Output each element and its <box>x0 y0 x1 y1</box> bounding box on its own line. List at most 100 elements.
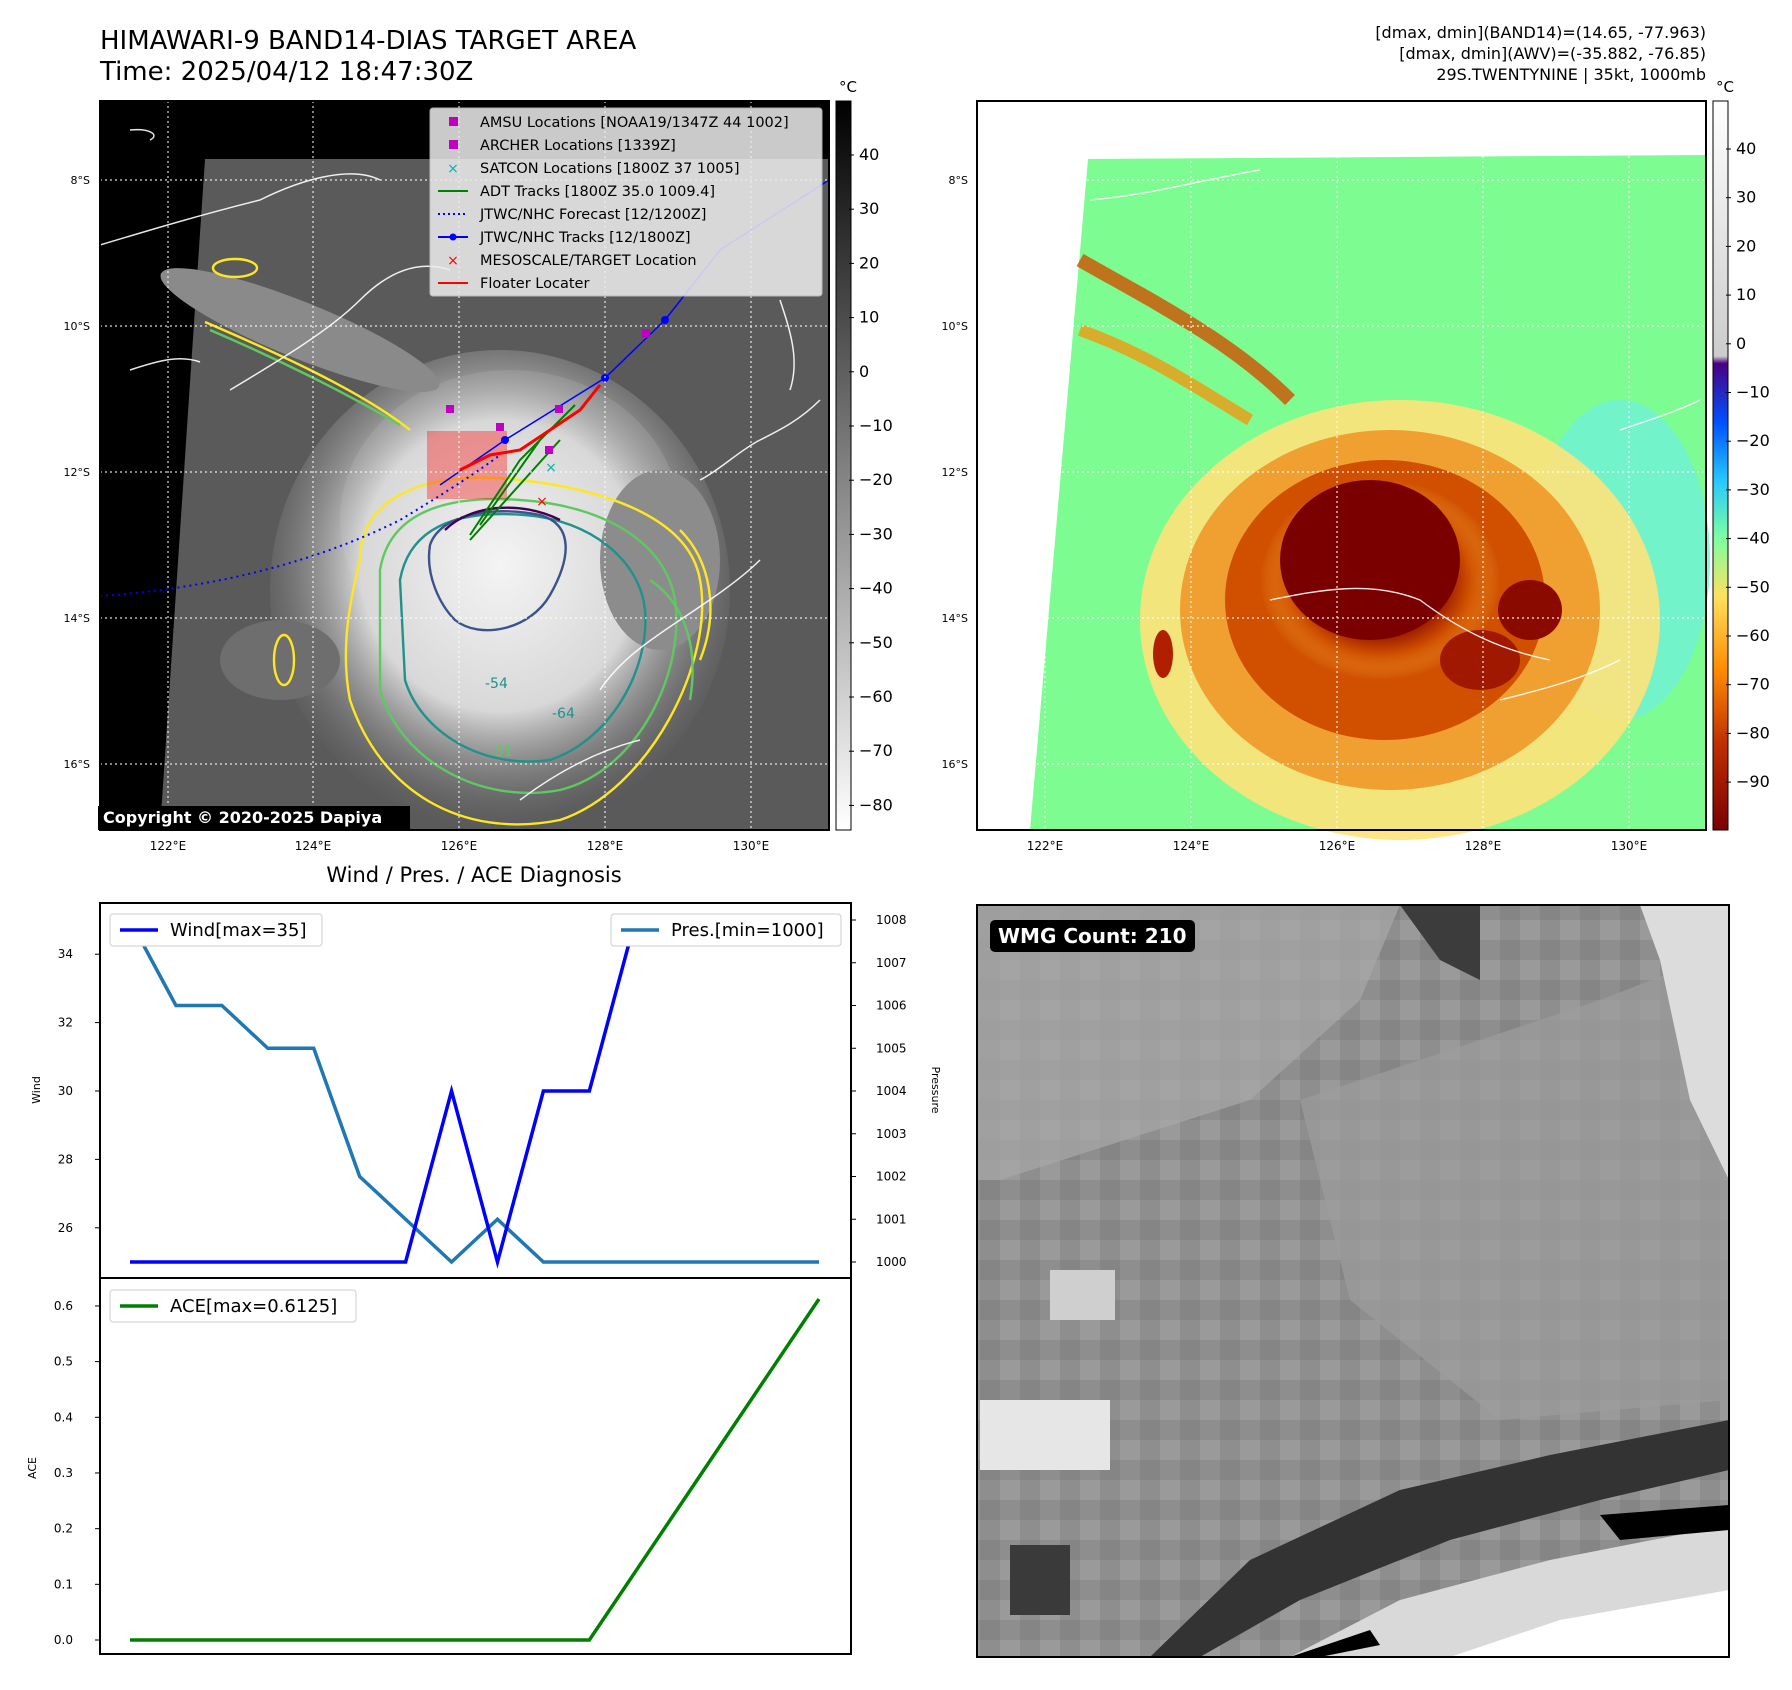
map-lon-label: 124°E <box>295 839 332 853</box>
pressure-legend <box>610 913 842 947</box>
awv-map-panel <box>976 100 1710 840</box>
legend-label: SATCON Locations [1800Z 37 1005] <box>480 161 739 177</box>
awv-lon-label: 122°E <box>1027 839 1064 853</box>
ace-tick-label: 0.5 <box>54 1355 73 1369</box>
wind-pressure-chart: 26 28 30 32 34 1000 1001 1002 1003 1004 1005 1006 10… <box>58 902 907 1279</box>
ir-colorbar: °C 40 30 20 10 0 −10 −20 −30 −40 −50 −60 −70 −80 <box>835 78 893 831</box>
colorbar-tick-label: −60 <box>859 687 893 706</box>
wmg-count-badge: WMG Count: 210 <box>990 920 1195 952</box>
colorbar-tick-label: −10 <box>1736 383 1770 402</box>
map-lon-label: 126°E <box>441 839 478 853</box>
legend-marker: × <box>447 161 459 177</box>
coastlines <box>99 128 821 801</box>
ace-legend <box>109 1289 357 1323</box>
map-lon-label: 128°E <box>587 839 624 853</box>
awv-lon-label: 124°E <box>1173 839 1210 853</box>
pressure-line <box>128 919 819 1265</box>
colorbar-tick-label: −50 <box>1736 577 1770 596</box>
info-line-1: [dmax, dmin](BAND14)=(14.65, -77.963) <box>1375 23 1706 42</box>
wmg-panel <box>976 904 1730 1658</box>
map-lat-label: 12°S <box>64 466 90 479</box>
pressure-tick-label: 1003 <box>876 1127 907 1141</box>
legend-label: JTWC/NHC Tracks [12/1800Z] <box>479 230 691 246</box>
pressure-tick-label: 1002 <box>876 1170 907 1184</box>
awv-axes: 8°S 10°S 12°S 14°S 16°S 122°E 124°E 126°… <box>942 174 1648 853</box>
legend-marker <box>449 233 457 241</box>
map-axes: 8°S 10°S 12°S 14°S 16°S 122°E 124°E 126°… <box>64 174 770 853</box>
map-lat-label: 14°S <box>64 612 90 625</box>
colorbar-unit: °C <box>1716 78 1734 96</box>
colorbar-tick-label: −10 <box>859 416 893 435</box>
colorbar-tick-label: −30 <box>1736 480 1770 499</box>
colorbar-tick-label: −90 <box>1736 772 1770 791</box>
contour-label-3: -31 <box>490 744 513 760</box>
wind-legend <box>109 913 323 947</box>
legend-label: MESOSCALE/TARGET Location <box>480 253 697 269</box>
pressure-tick-label: 1007 <box>876 956 907 970</box>
legend-label: ARCHER Locations [1339Z] <box>480 138 676 154</box>
ir-map-panel: × × <box>99 100 830 831</box>
wind-tick-label: 28 <box>58 1152 73 1166</box>
pressure-tick-label: 1000 <box>876 1255 907 1269</box>
colorbar-tick-label: 10 <box>1736 285 1756 304</box>
colorbar-tick-label: 20 <box>1736 236 1756 255</box>
colorbar-tick-label: −80 <box>859 795 893 814</box>
colorbar-tick-label: 0 <box>1736 334 1746 353</box>
map-lat-label: 8°S <box>71 174 90 187</box>
title-line-1: HIMAWARI-9 BAND14-DIAS TARGET AREA <box>100 26 637 56</box>
svg-text:×: × <box>536 494 548 510</box>
colorbar-tick-label: 10 <box>859 308 879 327</box>
legend-marker <box>449 140 458 149</box>
colorbar-tick-label: −30 <box>859 524 893 543</box>
ace-tick-label: 0.6 <box>54 1299 73 1313</box>
legend-label: Floater Locater <box>480 276 589 292</box>
pressure-axis-label: Pressure <box>929 1067 942 1114</box>
colorbar-tick-label: −50 <box>859 633 893 652</box>
awv-lat-label: 14°S <box>942 612 968 625</box>
ace-tick-label: 0.0 <box>54 1633 73 1647</box>
colorbar-tick-label: −20 <box>859 470 893 489</box>
legend-marker: × <box>447 253 459 269</box>
wind-tick-label: 34 <box>58 947 73 961</box>
colorbar-unit: °C <box>839 78 857 96</box>
legend-label: AMSU Locations [NOAA19/1347Z 44 1002] <box>480 115 789 131</box>
contour-label-2: -64 <box>552 706 575 722</box>
awv-lat-label: 16°S <box>942 758 968 771</box>
legend-label: ADT Tracks [1800Z 35.0 1009.4] <box>480 184 715 200</box>
wind-axis-label: Wind <box>30 1076 43 1104</box>
map-lon-label: 122°E <box>150 839 187 853</box>
awv-lat-label: 10°S <box>942 320 968 333</box>
ace-tick-label: 0.4 <box>54 1410 73 1424</box>
colorbar-tick-label: 40 <box>1736 139 1756 158</box>
info-line-2: [dmax, dmin](AWV)=(-35.882, -76.85) <box>1399 44 1706 63</box>
awv-lon-label: 126°E <box>1319 839 1356 853</box>
colorbar-tick-label: −60 <box>1736 626 1770 645</box>
awv-lon-label: 128°E <box>1465 839 1502 853</box>
figure-title: HIMAWARI-9 BAND14-DIAS TARGET AREA Time:… <box>100 26 636 88</box>
colorbar-tick-label: −80 <box>1736 723 1770 742</box>
ace-chart: 0.0 0.1 0.2 0.3 0.4 0.5 0.6 ACE[max=0.6125] <box>54 1277 852 1655</box>
pressure-tick-label: 1004 <box>876 1084 907 1098</box>
wind-tick-label: 30 <box>58 1084 73 1098</box>
map-lat-label: 16°S <box>64 758 90 771</box>
pressure-legend-label: Pres.[min=1000] <box>671 920 824 941</box>
colorbar-tick-label: 20 <box>859 253 879 272</box>
colorbar-tick-label: −70 <box>859 741 893 760</box>
awv-lat-label: 12°S <box>942 466 968 479</box>
map-legend: AMSU Locations [NOAA19/1347Z 44 1002] ARC… <box>429 107 823 297</box>
wind-legend-label: Wind[max=35] <box>170 920 307 941</box>
map-lat-label: 10°S <box>64 320 90 333</box>
map-lon-label: 130°E <box>733 839 770 853</box>
colorbar-tick-label: −70 <box>1736 675 1770 694</box>
info-line-3: 29S.TWENTYNINE | 35kt, 1000mb <box>1436 65 1706 84</box>
copyright-text: Copyright © 2020-2025 Dapiya <box>103 808 382 827</box>
awv-colorbar: °C 40 30 20 10 0 −10 −20 −30 −40 −50 −60 −70 −80 −90 <box>1712 78 1770 831</box>
colorbar-tick-label: −40 <box>1736 529 1770 548</box>
storm-info: [dmax, dmin](BAND14)=(14.65, -77.963) [d… <box>1375 22 1706 85</box>
ace-tick-label: 0.3 <box>54 1466 73 1480</box>
title-line-2: Time: 2025/04/12 18:47:30Z <box>100 57 474 87</box>
ace-tick-label: 0.1 <box>54 1577 73 1591</box>
colorbar-tick-label: −40 <box>859 579 893 598</box>
wind-tick-label: 32 <box>58 1016 73 1030</box>
